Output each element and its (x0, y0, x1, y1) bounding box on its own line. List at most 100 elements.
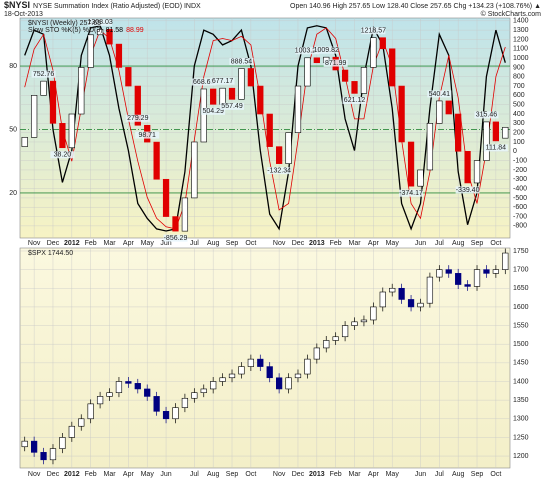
y-tick-label: 1200 (513, 36, 529, 43)
y-tick-label: -100 (513, 157, 527, 164)
candle-body (200, 388, 207, 393)
annotation: 677.17 (212, 78, 234, 85)
y-tick-label: -300 (513, 176, 527, 183)
candle-body (389, 287, 396, 293)
candle-body (351, 321, 358, 326)
candle-body (134, 383, 141, 390)
candle-body (266, 366, 273, 379)
x-tick-label: Jul (190, 240, 199, 247)
x-tick-label: Aug (207, 471, 220, 478)
x-tick-label: Apr (368, 240, 380, 247)
candle-body (473, 160, 481, 184)
candle-body (341, 69, 349, 82)
candle-body (238, 68, 245, 100)
x-tick-label: 2013 (309, 240, 325, 247)
annotation: 540.41 (429, 91, 451, 98)
annotation-box (427, 90, 452, 98)
candle-body (31, 95, 38, 138)
candle-body (502, 252, 509, 270)
candle-body (492, 269, 499, 274)
candle-body (276, 146, 283, 164)
y-tick-label: 1300 (513, 27, 529, 34)
annotation-box (31, 70, 56, 78)
x-tick-label: May (386, 471, 400, 478)
x-tick-label: 2012 (64, 471, 80, 478)
y-tick-label: 1750 (513, 248, 529, 255)
x-tick-label: Dec (292, 240, 305, 247)
candle-body (115, 381, 123, 393)
x-tick-label: Aug (207, 240, 220, 247)
candle-body (87, 403, 94, 420)
y2-tick-label: 20 (9, 190, 17, 197)
candle-body (492, 121, 499, 142)
y-tick-label: 600 (513, 92, 525, 99)
candle-body (360, 319, 368, 323)
x-tick-label: Mar (103, 240, 116, 247)
candle-body (445, 269, 452, 274)
annotation-box (399, 189, 424, 197)
candle-body (181, 397, 189, 408)
x-tick-label: Apr (368, 471, 380, 478)
candle-body (21, 137, 28, 147)
annotation-box (229, 57, 254, 65)
candle-body (294, 85, 302, 133)
candle-body (417, 169, 424, 187)
candle-body (341, 325, 349, 338)
y-tick-label: 200 (513, 130, 525, 137)
annotation-box (295, 47, 320, 55)
y-tick-label: 900 (513, 64, 525, 71)
x-tick-label: 2013 (309, 471, 325, 478)
x-tick-label: Oct (245, 471, 256, 478)
annotation: 38.20 (54, 152, 72, 159)
candle-body (436, 100, 443, 124)
candle-body (379, 37, 386, 50)
annotation-box (342, 96, 367, 104)
y2-tick-label: 50 (9, 126, 17, 133)
candle-body (210, 88, 217, 105)
annotation: -339.40 (456, 187, 480, 194)
annotation: 279.29 (127, 115, 149, 122)
x-tick-label: Jul (435, 471, 444, 478)
x-tick-label: Oct (490, 471, 501, 478)
annotation-box (210, 77, 235, 85)
candle-body (426, 276, 434, 304)
legend-indicator: Slow STO %K(5) %D(3) 81.58 88.99 (28, 27, 144, 34)
annotation: -374.17 (399, 190, 423, 197)
candle-body (125, 381, 132, 384)
candle-body (228, 373, 236, 379)
bottom-panel (19, 247, 511, 469)
symbol: $NYSI (4, 0, 30, 10)
annotation: 315.46 (476, 112, 498, 119)
annotation: -132.34 (267, 167, 291, 174)
y-tick-label: -200 (513, 167, 527, 174)
indicator-value: 88.99 (126, 27, 144, 34)
candle-body (162, 178, 170, 217)
y-tick-label: 1000 (513, 55, 529, 62)
candle-body (96, 29, 104, 36)
candle-body (285, 377, 292, 390)
annotation-box (220, 102, 245, 110)
x-tick-label: Oct (245, 240, 256, 247)
x-tick-label: Feb (330, 240, 342, 247)
candle-body (219, 87, 226, 105)
x-tick-label: Sep (471, 240, 484, 247)
candle-body (210, 381, 217, 390)
candle-body (153, 141, 160, 180)
candle-body (96, 396, 104, 405)
annotation: 98.71 (138, 132, 156, 139)
candle-body (483, 121, 490, 161)
x-tick-label: Nov (28, 471, 41, 478)
y-tick-label: 1550 (513, 322, 529, 329)
candle-body (144, 388, 151, 397)
annotation-box (474, 111, 499, 119)
y-tick-label: 500 (513, 102, 525, 109)
candle-body (125, 67, 132, 87)
candle-body (40, 452, 47, 461)
annotation-box (88, 18, 113, 26)
candle-body (172, 407, 179, 420)
x-tick-label: Feb (85, 240, 97, 247)
y-tick-label: 800 (513, 74, 525, 81)
candle-body (228, 87, 236, 100)
legend-label: $NYSI (Weekly) 257.65 (28, 20, 101, 27)
candle-body (21, 440, 28, 448)
